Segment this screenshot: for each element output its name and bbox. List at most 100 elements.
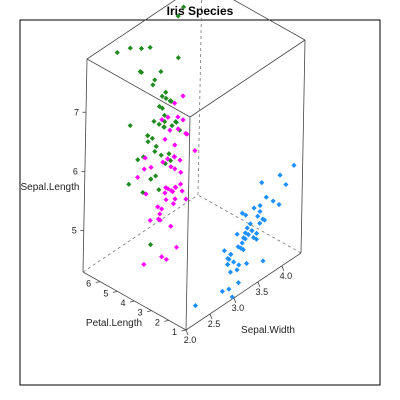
scatter-point bbox=[172, 166, 178, 172]
z-tick-label: 7 bbox=[74, 107, 79, 117]
scatter-point bbox=[159, 254, 165, 260]
scatter-point bbox=[147, 242, 154, 248]
scatter-point bbox=[152, 77, 158, 83]
y-tick-label: 1 bbox=[172, 327, 177, 337]
scatter-point bbox=[192, 303, 199, 309]
scatter-point bbox=[142, 155, 148, 161]
scatter-point bbox=[243, 260, 250, 267]
scatter-point bbox=[159, 105, 166, 111]
x-tick-label-mark bbox=[281, 265, 285, 271]
scatter-point bbox=[227, 269, 234, 275]
x-tick-label: 4.0 bbox=[280, 271, 293, 281]
scatter-point bbox=[229, 294, 235, 300]
scatter-point bbox=[177, 127, 183, 133]
scatter-point bbox=[148, 176, 154, 182]
scatter-point bbox=[137, 69, 143, 75]
scatter-point bbox=[277, 172, 283, 178]
scatter-point bbox=[168, 98, 174, 104]
scatter-point bbox=[259, 180, 265, 186]
scatter-point bbox=[165, 156, 171, 162]
cube-box bbox=[82, 0, 306, 331]
scatter-point bbox=[192, 148, 198, 154]
y-axis-label: Petal.Length bbox=[86, 318, 142, 329]
scatter-point bbox=[150, 82, 156, 88]
scatter-point bbox=[166, 151, 172, 157]
scatter-point bbox=[276, 201, 282, 208]
tick-labels: 2.0 2.5 3.0 3.5 4.0 1 2 3 4 5 6 5 6 7 bbox=[72, 107, 292, 345]
x-tick-label-mark bbox=[209, 313, 213, 320]
scatter-point bbox=[168, 223, 174, 229]
scatter-point bbox=[250, 234, 257, 241]
z-axis-label: Sepal.Length bbox=[21, 182, 80, 193]
x-tick-label-mark bbox=[233, 297, 237, 304]
x-tick-label: 2.0 bbox=[184, 335, 197, 345]
scatter-point bbox=[126, 181, 132, 187]
scatter-point bbox=[158, 68, 164, 75]
scatter-point bbox=[255, 213, 261, 219]
scatter-point bbox=[228, 251, 234, 257]
z-tick-label: 6 bbox=[73, 166, 78, 176]
scatter-point bbox=[157, 211, 163, 217]
scatter-point bbox=[156, 121, 162, 127]
scatter-point bbox=[173, 244, 180, 250]
scatter-point bbox=[147, 44, 153, 51]
scatter-point bbox=[221, 248, 227, 254]
cube-edge bbox=[185, 116, 191, 331]
scatter-point bbox=[177, 157, 183, 163]
cube-edge bbox=[233, 0, 306, 41]
y-tick-label: 2 bbox=[155, 317, 160, 327]
scatter-point bbox=[234, 267, 240, 273]
scatter-point bbox=[242, 230, 248, 236]
scatter-point bbox=[165, 186, 171, 192]
scatter-point bbox=[159, 206, 165, 212]
scatter-point bbox=[135, 157, 141, 163]
scatter-point bbox=[127, 122, 133, 129]
y-tick-label: 3 bbox=[138, 308, 143, 318]
scatter-point bbox=[161, 112, 168, 118]
scatter-point bbox=[147, 217, 153, 223]
scatter-point bbox=[235, 280, 242, 286]
y-tick-label-mark bbox=[164, 319, 169, 322]
scatter-point bbox=[169, 123, 175, 129]
scatter-point bbox=[161, 124, 167, 130]
scatter-point bbox=[283, 181, 289, 188]
scatter-point bbox=[170, 201, 176, 207]
scatter-point bbox=[172, 196, 178, 202]
y-tick-label: 5 bbox=[103, 288, 108, 298]
scatter-point bbox=[234, 231, 240, 237]
x-tick-label-mark bbox=[257, 281, 261, 288]
scatter-point bbox=[143, 191, 149, 197]
scatter-point bbox=[179, 188, 185, 194]
scatter-point bbox=[238, 245, 244, 251]
scatter-point bbox=[239, 240, 245, 246]
x-tick-label: 2.5 bbox=[208, 319, 221, 329]
cube-hidden-edge bbox=[197, 0, 203, 196]
scatter-point bbox=[243, 212, 249, 218]
scatter-point bbox=[138, 45, 145, 52]
scatter-point bbox=[257, 202, 263, 209]
scatter-point bbox=[157, 217, 163, 223]
scatter-point bbox=[225, 255, 231, 262]
scatter-point bbox=[219, 288, 225, 294]
scatter-point bbox=[168, 164, 174, 170]
data-points bbox=[114, 4, 297, 309]
scatter-point bbox=[257, 220, 263, 226]
cube-edge bbox=[86, 58, 191, 118]
scatter-point bbox=[127, 45, 133, 51]
plot-frame bbox=[19, 19, 381, 386]
scatter-point bbox=[162, 119, 168, 125]
y-tick-label-mark bbox=[181, 329, 187, 332]
scatter-point bbox=[163, 256, 169, 263]
scatter-point bbox=[165, 114, 171, 120]
scatter-point bbox=[145, 133, 151, 139]
cube-hidden-edge bbox=[82, 194, 199, 273]
scatter-point bbox=[177, 181, 184, 187]
y-tick-label: 6 bbox=[86, 279, 91, 289]
scatter-point bbox=[270, 198, 276, 204]
scatter-point bbox=[183, 130, 189, 137]
cube-edge bbox=[300, 39, 306, 254]
cube-edge bbox=[189, 39, 306, 118]
scatter-point bbox=[172, 142, 178, 148]
scatter-point bbox=[291, 162, 297, 168]
scatter-point bbox=[148, 164, 154, 170]
